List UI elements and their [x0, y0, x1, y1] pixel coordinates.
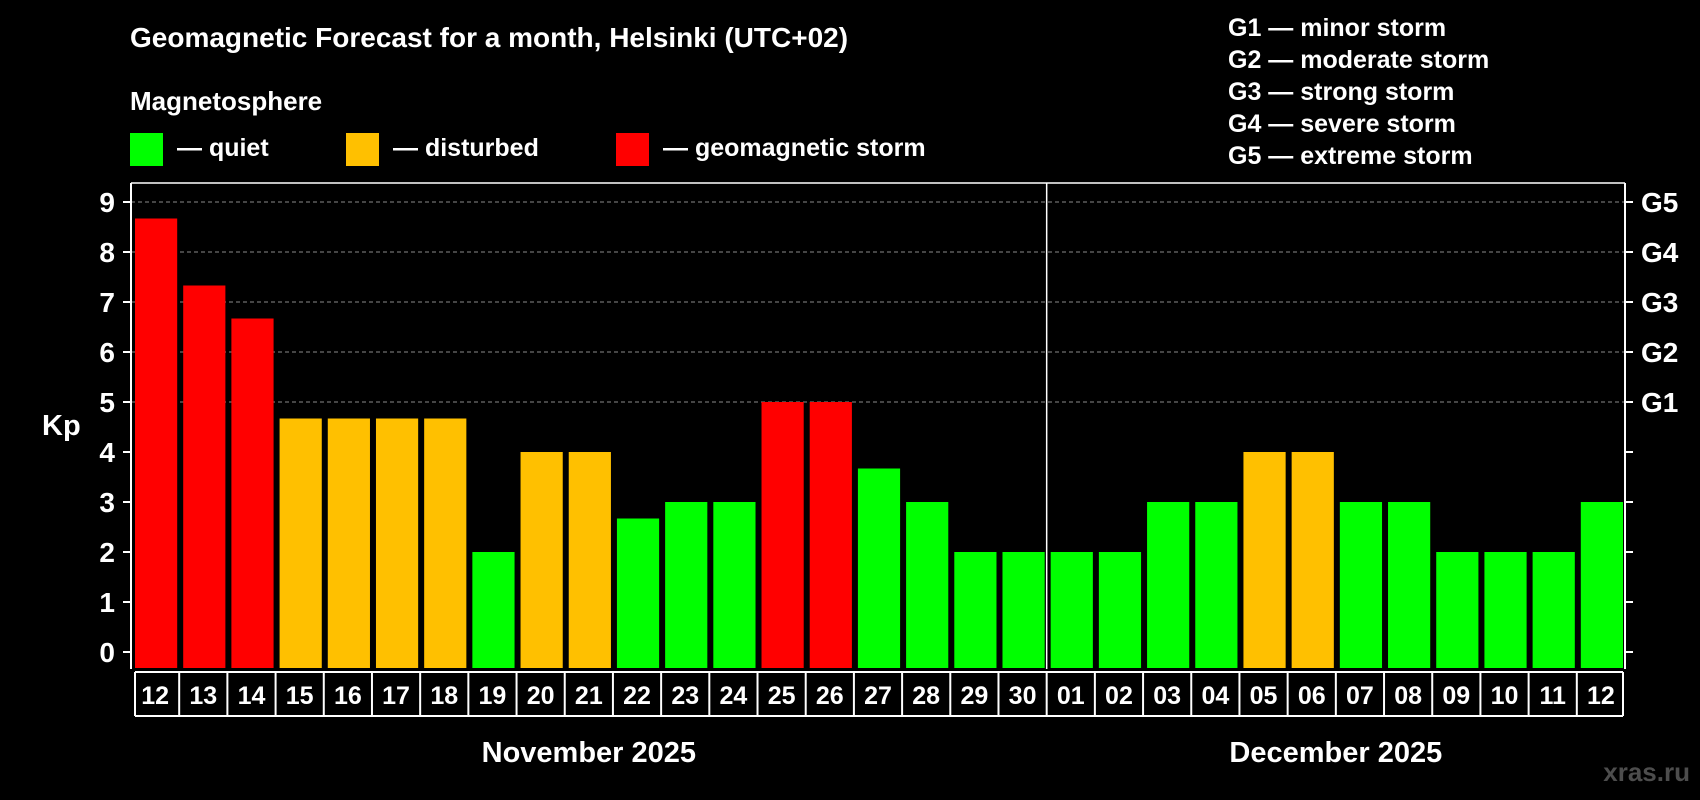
kp-bar-6 — [424, 418, 467, 668]
kp-bar-21 — [1147, 502, 1190, 668]
date-label-27: 09 — [1442, 682, 1470, 710]
kp-bar-16 — [906, 502, 949, 668]
date-label-6: 18 — [430, 682, 458, 710]
storm-level-g4: G4 — severe storm — [1228, 110, 1456, 138]
kp-bar-1 — [183, 285, 226, 668]
legend-title: Magnetosphere — [130, 86, 323, 116]
storm-level-g1: G1 — minor storm — [1228, 14, 1447, 42]
legend-label-disturbed: — disturbed — [393, 134, 539, 162]
date-label-15: 27 — [864, 682, 892, 710]
kp-bar-2 — [231, 318, 274, 668]
y-tick-label: 6 — [99, 337, 115, 368]
storm-level-g2: G2 — moderate storm — [1228, 46, 1490, 74]
storm-scale-label: G1 — [1641, 387, 1678, 418]
kp-bar-29 — [1532, 552, 1575, 668]
date-label-2: 14 — [238, 682, 266, 710]
date-label-8: 20 — [527, 682, 555, 710]
kp-bar-4 — [327, 418, 370, 668]
kp-bar-11 — [665, 502, 708, 668]
date-label-9: 21 — [575, 682, 603, 710]
kp-bar-24 — [1291, 452, 1334, 668]
kp-bar-7 — [472, 552, 515, 668]
kp-bar-20 — [1098, 552, 1142, 668]
kp-bar-9 — [568, 452, 611, 668]
date-label-13: 25 — [768, 682, 796, 710]
date-label-5: 17 — [382, 682, 410, 710]
date-label-30: 12 — [1587, 682, 1615, 710]
y-tick-label: 1 — [99, 587, 115, 618]
y-axis-label: Kp — [42, 410, 81, 442]
y-tick-label: 5 — [99, 387, 115, 418]
date-label-12: 24 — [720, 682, 748, 710]
legend-swatch-quiet — [130, 133, 163, 166]
date-label-1: 13 — [189, 682, 217, 710]
date-label-14: 26 — [816, 682, 844, 710]
date-label-4: 16 — [334, 682, 362, 710]
date-label-22: 04 — [1201, 682, 1229, 710]
storm-level-g3: G3 — strong storm — [1228, 78, 1455, 106]
kp-bar-13 — [761, 402, 804, 668]
date-label-28: 10 — [1491, 682, 1519, 710]
storm-level-g5: G5 — extreme storm — [1228, 142, 1473, 170]
month-label-december: December 2025 — [1229, 737, 1443, 769]
date-label-10: 22 — [623, 682, 651, 710]
kp-bar-19 — [1050, 552, 1093, 668]
kp-bar-12 — [713, 502, 756, 668]
kp-bar-5 — [375, 418, 419, 668]
kp-bar-17 — [954, 552, 997, 668]
month-label-november: November 2025 — [481, 737, 697, 769]
date-label-23: 05 — [1250, 682, 1278, 710]
legend-label-storm: — geomagnetic storm — [663, 134, 926, 162]
kp-bar-26 — [1388, 502, 1431, 668]
date-label-18: 30 — [1009, 682, 1037, 710]
date-label-0: 12 — [141, 682, 169, 710]
y-tick-label: 8 — [99, 237, 115, 268]
kp-bar-30 — [1580, 502, 1623, 668]
watermark: xras.ru — [1603, 757, 1690, 787]
y-tick-label: 0 — [99, 637, 115, 668]
storm-scale-label: G2 — [1641, 337, 1678, 368]
legend-swatch-disturbed — [346, 133, 379, 166]
kp-bar-0 — [135, 218, 178, 668]
date-label-21: 03 — [1153, 682, 1181, 710]
date-label-26: 08 — [1394, 682, 1422, 710]
date-label-16: 28 — [912, 682, 940, 710]
kp-bar-3 — [279, 418, 322, 668]
kp-bar-15 — [857, 468, 901, 668]
kp-bar-8 — [520, 452, 563, 668]
y-tick-label: 4 — [99, 437, 115, 468]
date-label-19: 01 — [1057, 682, 1085, 710]
legend-label-quiet: — quiet — [177, 134, 269, 162]
kp-bar-23 — [1243, 452, 1286, 668]
kp-bar-10 — [616, 518, 660, 668]
y-tick-label: 3 — [99, 487, 115, 518]
date-label-7: 19 — [479, 682, 507, 710]
kp-bar-28 — [1484, 552, 1527, 668]
date-label-3: 15 — [286, 682, 314, 710]
date-label-24: 06 — [1298, 682, 1326, 710]
chart-title: Geomagnetic Forecast for a month, Helsin… — [130, 22, 849, 53]
date-label-20: 02 — [1105, 682, 1133, 710]
kp-bar-18 — [1002, 552, 1045, 668]
storm-scale-label: G3 — [1641, 287, 1678, 318]
y-tick-label: 9 — [99, 187, 115, 218]
date-label-25: 07 — [1346, 682, 1374, 710]
date-label-11: 23 — [671, 682, 699, 710]
y-tick-label: 2 — [99, 537, 115, 568]
y-tick-label: 7 — [99, 287, 115, 318]
date-label-29: 11 — [1539, 682, 1566, 710]
kp-bar-25 — [1339, 502, 1383, 668]
date-label-17: 29 — [960, 682, 988, 710]
kp-bar-27 — [1436, 552, 1479, 668]
legend-swatch-storm — [616, 133, 649, 166]
kp-bar-14 — [809, 402, 852, 668]
storm-scale-label: G5 — [1641, 187, 1678, 218]
storm-scale-label: G4 — [1641, 237, 1679, 268]
kp-bar-22 — [1195, 502, 1238, 668]
